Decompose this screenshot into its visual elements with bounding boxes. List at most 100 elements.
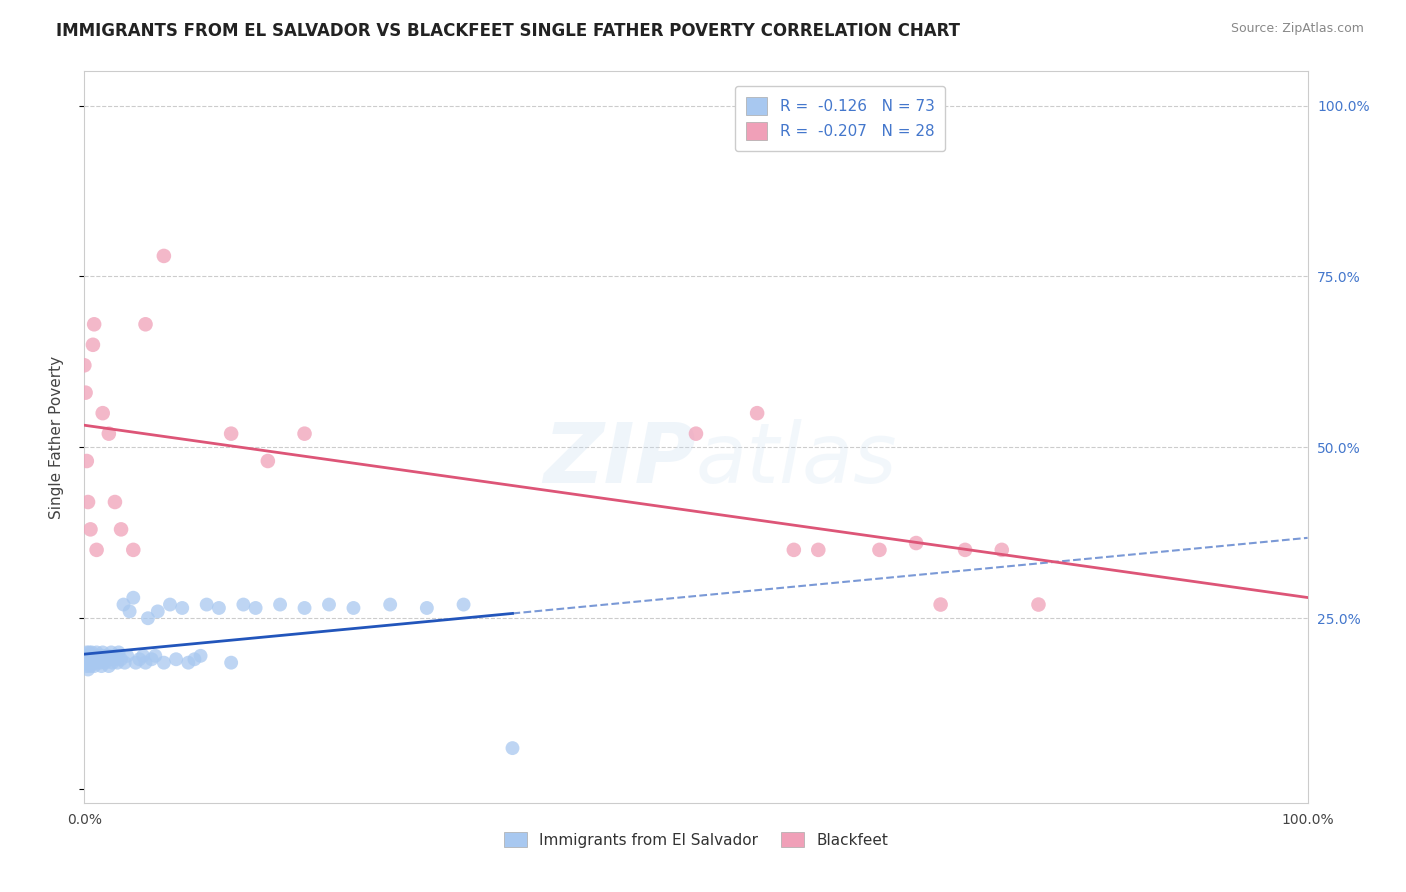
Point xyxy=(86,542,108,557)
Point xyxy=(87,652,110,666)
Point xyxy=(153,656,176,670)
Point xyxy=(76,454,98,468)
Point xyxy=(75,652,97,666)
Point xyxy=(232,598,254,612)
Point xyxy=(136,611,159,625)
Point xyxy=(869,542,891,557)
Text: ZIP: ZIP xyxy=(543,418,696,500)
Point xyxy=(73,359,96,373)
Text: atlas: atlas xyxy=(696,418,897,500)
Y-axis label: Single Father Poverty: Single Father Poverty xyxy=(49,356,63,518)
Point xyxy=(114,656,136,670)
Point xyxy=(905,536,928,550)
Point xyxy=(380,598,402,612)
Point xyxy=(105,656,128,670)
Point xyxy=(132,648,155,663)
Point xyxy=(77,645,100,659)
Point xyxy=(146,604,169,618)
Point xyxy=(84,648,107,663)
Point xyxy=(747,406,769,420)
Point xyxy=(318,598,340,612)
Point xyxy=(79,659,101,673)
Point xyxy=(953,542,976,557)
Point xyxy=(177,656,200,670)
Point xyxy=(141,652,163,666)
Point xyxy=(122,591,145,605)
Point xyxy=(112,598,135,612)
Point xyxy=(294,601,316,615)
Point xyxy=(77,656,100,670)
Point xyxy=(294,426,316,441)
Point xyxy=(96,648,118,663)
Point xyxy=(77,495,100,509)
Point xyxy=(115,648,138,663)
Point xyxy=(76,645,98,659)
Point xyxy=(91,648,114,663)
Point xyxy=(165,652,187,666)
Point xyxy=(77,652,100,666)
Point xyxy=(143,648,166,663)
Point xyxy=(104,495,127,509)
Point xyxy=(208,601,231,615)
Point xyxy=(190,648,212,663)
Point xyxy=(110,652,132,666)
Point xyxy=(502,741,524,756)
Point xyxy=(98,648,121,663)
Point xyxy=(76,659,98,673)
Point xyxy=(783,542,806,557)
Point xyxy=(87,648,110,663)
Point xyxy=(101,656,124,670)
Point xyxy=(77,663,100,677)
Point xyxy=(91,645,114,659)
Point xyxy=(245,601,267,615)
Point xyxy=(153,249,176,263)
Point xyxy=(122,542,145,557)
Point xyxy=(100,645,122,659)
Point xyxy=(195,598,218,612)
Point xyxy=(75,385,97,400)
Point xyxy=(342,601,364,615)
Point xyxy=(79,522,101,536)
Point xyxy=(416,601,439,615)
Point xyxy=(77,648,100,663)
Point xyxy=(135,656,157,670)
Point xyxy=(219,656,242,670)
Text: IMMIGRANTS FROM EL SALVADOR VS BLACKFEET SINGLE FATHER POVERTY CORRELATION CHART: IMMIGRANTS FROM EL SALVADOR VS BLACKFEET… xyxy=(56,22,960,40)
Point xyxy=(97,426,120,441)
Point xyxy=(118,604,141,618)
Point xyxy=(991,542,1014,557)
Point xyxy=(97,652,120,666)
Point xyxy=(86,645,108,659)
Point xyxy=(83,652,105,666)
Point xyxy=(91,406,114,420)
Point xyxy=(79,648,101,663)
Point xyxy=(82,656,104,670)
Point xyxy=(125,656,148,670)
Point xyxy=(97,659,120,673)
Point xyxy=(269,598,291,612)
Point xyxy=(1028,598,1050,612)
Point xyxy=(110,522,132,536)
Point xyxy=(135,318,157,332)
Point xyxy=(929,598,952,612)
Point xyxy=(86,656,108,670)
Point xyxy=(83,318,105,332)
Point xyxy=(82,648,104,663)
Point xyxy=(90,659,112,673)
Point xyxy=(807,542,830,557)
Point xyxy=(73,656,96,670)
Point xyxy=(219,426,242,441)
Point xyxy=(82,338,104,352)
Point xyxy=(83,659,105,673)
Point xyxy=(128,652,150,666)
Point xyxy=(105,648,128,663)
Point xyxy=(453,598,475,612)
Point xyxy=(94,656,117,670)
Point xyxy=(75,648,97,663)
Point xyxy=(104,652,127,666)
Point xyxy=(93,652,115,666)
Point xyxy=(159,598,181,612)
Point xyxy=(107,645,129,659)
Point xyxy=(80,645,103,659)
Point xyxy=(685,426,707,441)
